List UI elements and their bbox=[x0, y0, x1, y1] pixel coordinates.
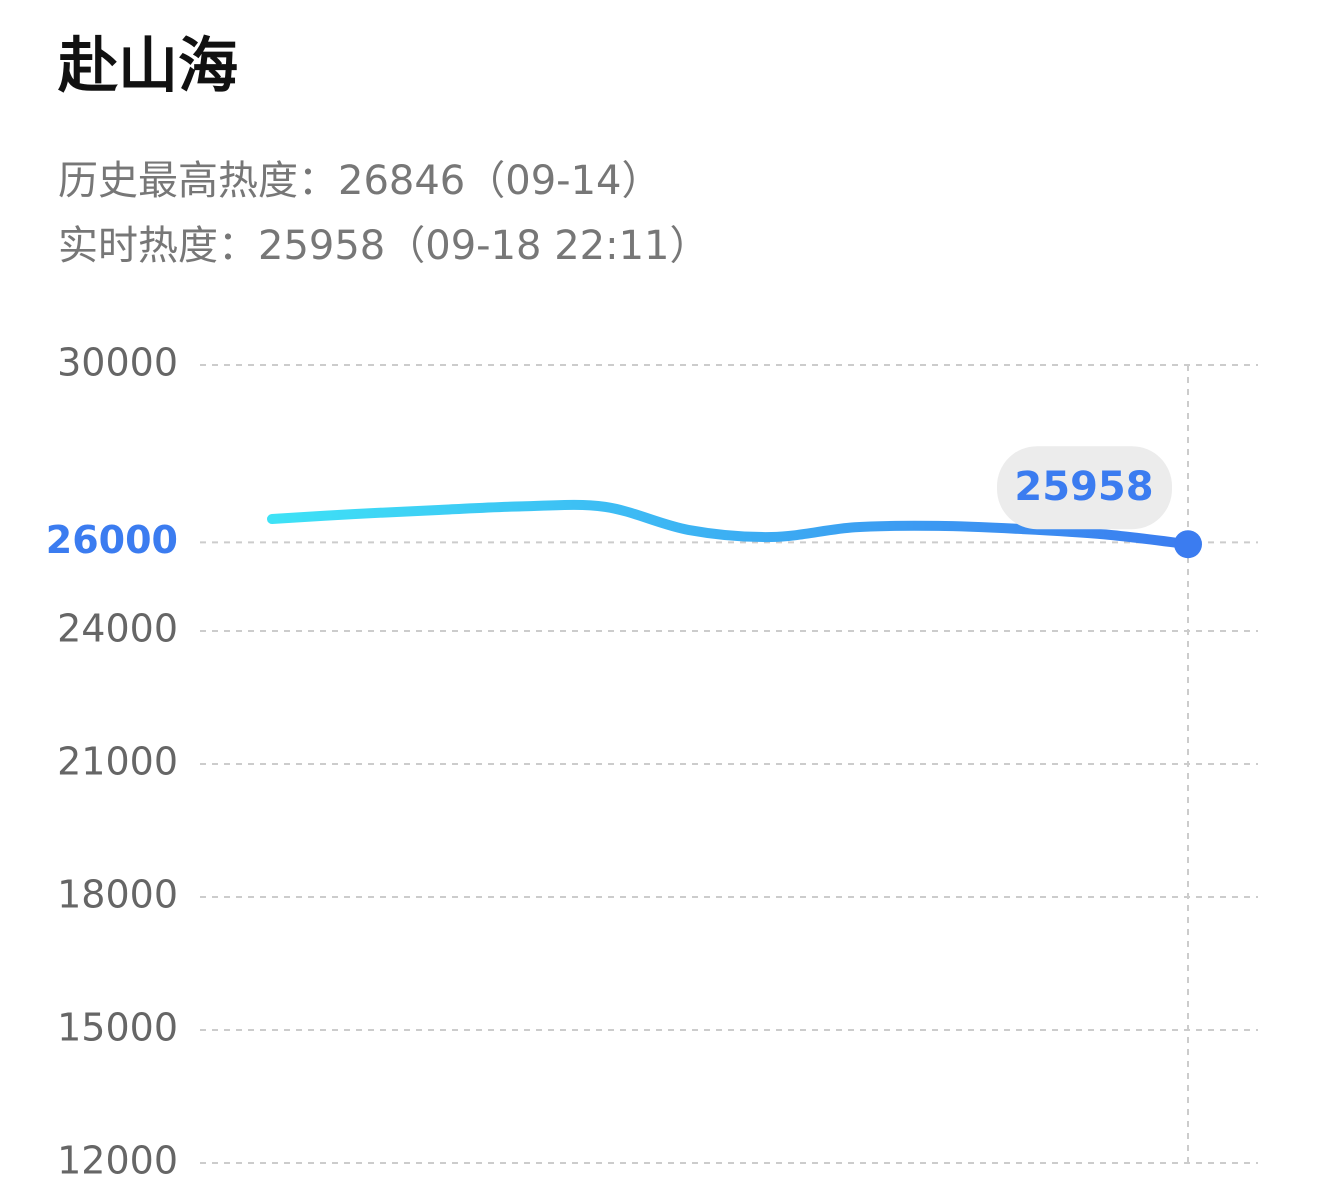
y-tick-label: 12000 bbox=[57, 1139, 178, 1183]
end-point bbox=[1174, 530, 1202, 559]
y-tick-label: 15000 bbox=[57, 1006, 178, 1050]
y-tick-label: 30000 bbox=[57, 341, 178, 385]
title: 赴山海 bbox=[57, 32, 238, 102]
line bbox=[267, 499, 1193, 550]
y-tick-label: 21000 bbox=[57, 740, 178, 784]
tooltip-bg bbox=[997, 446, 1172, 530]
y-tick-label: 18000 bbox=[57, 873, 178, 917]
tooltip-value: 25958 bbox=[1014, 464, 1153, 510]
y-tick-label: 26000 bbox=[46, 518, 178, 562]
y-tick-label: 24000 bbox=[57, 607, 178, 651]
realtime-heat: 实时热度：25958（09-18 22:11） bbox=[58, 223, 709, 269]
peak-heat: 历史最高热度：26846（09-14） bbox=[58, 158, 661, 204]
